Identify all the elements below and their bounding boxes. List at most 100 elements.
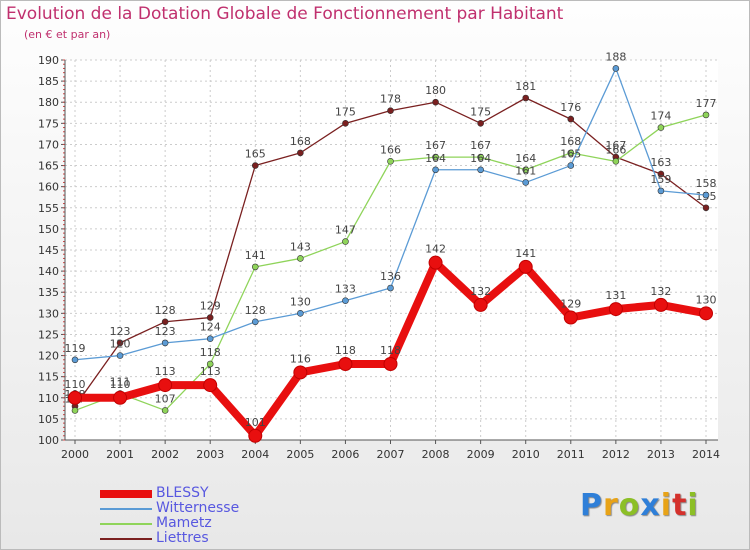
y-tick-label: 130 (38, 307, 59, 320)
data-point-witternesse (477, 166, 484, 174)
data-label-witternesse: 164 (470, 152, 491, 165)
y-tick-label: 125 (38, 328, 59, 341)
legend-swatch (100, 537, 152, 540)
y-tick-label: 120 (38, 350, 59, 363)
data-label-blessy: 130 (696, 293, 717, 306)
x-tick-label: 2011 (557, 448, 585, 461)
logo-letter: P (580, 488, 603, 523)
data-label-liettres: 181 (515, 80, 536, 93)
data-point-mametz (612, 158, 620, 165)
y-tick-label: 170 (38, 138, 59, 151)
legend-item-liettres: Liettres (100, 531, 209, 546)
data-point-blessy (653, 297, 668, 312)
data-label-blessy: 142 (425, 243, 446, 256)
data-label-witternesse: 119 (65, 342, 86, 355)
data-point-liettres (116, 339, 124, 347)
data-label-witternesse: 188 (605, 50, 626, 63)
y-tick-label: 180 (38, 96, 59, 109)
y-tick-label: 185 (38, 75, 59, 88)
data-point-witternesse (71, 356, 79, 364)
y-tick-label: 165 (38, 160, 59, 173)
data-point-witternesse (432, 166, 439, 174)
data-label-witternesse: 136 (380, 270, 401, 283)
legend-item-mametz: Mametz (100, 516, 212, 531)
data-label-liettres: 175 (335, 105, 356, 118)
data-label-mametz: 167 (425, 139, 446, 152)
data-point-liettres (297, 149, 304, 157)
data-point-blessy (563, 310, 578, 325)
logo-letter: x (640, 488, 661, 523)
data-point-mametz (387, 158, 394, 165)
logo-letter: i (660, 488, 673, 523)
data-label-blessy: 132 (470, 285, 491, 298)
data-point-blessy (338, 357, 353, 371)
data-point-blessy (203, 378, 218, 393)
data-label-witternesse: 124 (200, 321, 221, 334)
data-label-liettres: 128 (155, 304, 176, 317)
data-point-witternesse (702, 191, 710, 199)
data-label-mametz: 166 (605, 143, 626, 156)
y-tick-label: 100 (38, 434, 59, 447)
x-tick-label: 2000 (61, 448, 89, 461)
data-point-mametz (657, 124, 665, 131)
proxiti-logo: Proxiti (580, 488, 699, 523)
data-point-blessy (473, 297, 488, 312)
data-point-blessy (518, 259, 533, 274)
x-tick-label: 2014 (692, 448, 720, 461)
data-point-witternesse (387, 284, 394, 292)
legend-swatch (100, 522, 152, 525)
y-tick-label: 155 (38, 202, 59, 215)
data-label-blessy: 113 (155, 365, 176, 378)
data-point-witternesse (567, 162, 575, 169)
data-label-mametz: 111 (110, 376, 131, 389)
legend-label: Witternesse (156, 500, 240, 516)
data-point-mametz (432, 153, 439, 161)
logo-letter: r (603, 488, 619, 523)
logo-letter: i (687, 488, 699, 523)
data-label-liettres: 175 (470, 105, 491, 118)
data-label-blessy: 131 (605, 289, 626, 302)
legend-item-witternesse: Witternesse (100, 501, 239, 516)
data-point-witternesse (116, 352, 124, 359)
data-label-blessy: 132 (650, 285, 671, 298)
data-label-witternesse: 158 (696, 177, 717, 190)
data-point-mametz (71, 407, 79, 414)
data-label-liettres: 123 (110, 325, 131, 338)
x-tick-label: 2003 (196, 448, 224, 461)
x-tick-label: 2002 (151, 448, 179, 461)
data-point-witternesse (342, 297, 349, 304)
y-tick-label: 105 (38, 413, 59, 426)
data-label-liettres: 180 (425, 84, 446, 97)
data-point-mametz (206, 360, 214, 368)
data-point-mametz (522, 166, 530, 174)
data-point-blessy (428, 255, 443, 270)
data-label-witternesse: 159 (650, 173, 671, 186)
data-label-witternesse: 123 (155, 325, 176, 338)
data-label-witternesse: 165 (560, 148, 581, 161)
data-point-witternesse (657, 187, 665, 195)
x-tick-label: 2005 (286, 448, 314, 461)
x-tick-label: 2004 (241, 448, 269, 461)
y-tick-label: 140 (38, 265, 59, 278)
data-label-mametz: 141 (245, 249, 266, 262)
data-label-liettres: 165 (245, 148, 266, 161)
x-tick-label: 2009 (467, 448, 495, 461)
data-label-witternesse: 133 (335, 283, 356, 296)
data-label-liettres: 176 (560, 101, 581, 114)
x-tick-label: 2012 (602, 448, 630, 461)
data-point-liettres (567, 115, 575, 123)
data-point-blessy (158, 378, 173, 393)
data-label-liettres: 168 (290, 135, 311, 148)
data-label-witternesse: 164 (425, 152, 446, 165)
data-label-liettres: 178 (380, 93, 401, 106)
data-point-liettres (522, 94, 530, 102)
x-tick-label: 2010 (512, 448, 540, 461)
logo-letter: o (618, 488, 641, 523)
data-point-liettres (702, 204, 710, 212)
legend-label: Liettres (156, 530, 209, 546)
data-label-liettres: 129 (200, 300, 221, 313)
data-label-blessy: 118 (335, 344, 356, 357)
data-label-blessy: 118 (380, 344, 401, 357)
x-tick-label: 2006 (331, 448, 359, 461)
chart-subtitle: (en € et par an) (24, 28, 111, 41)
